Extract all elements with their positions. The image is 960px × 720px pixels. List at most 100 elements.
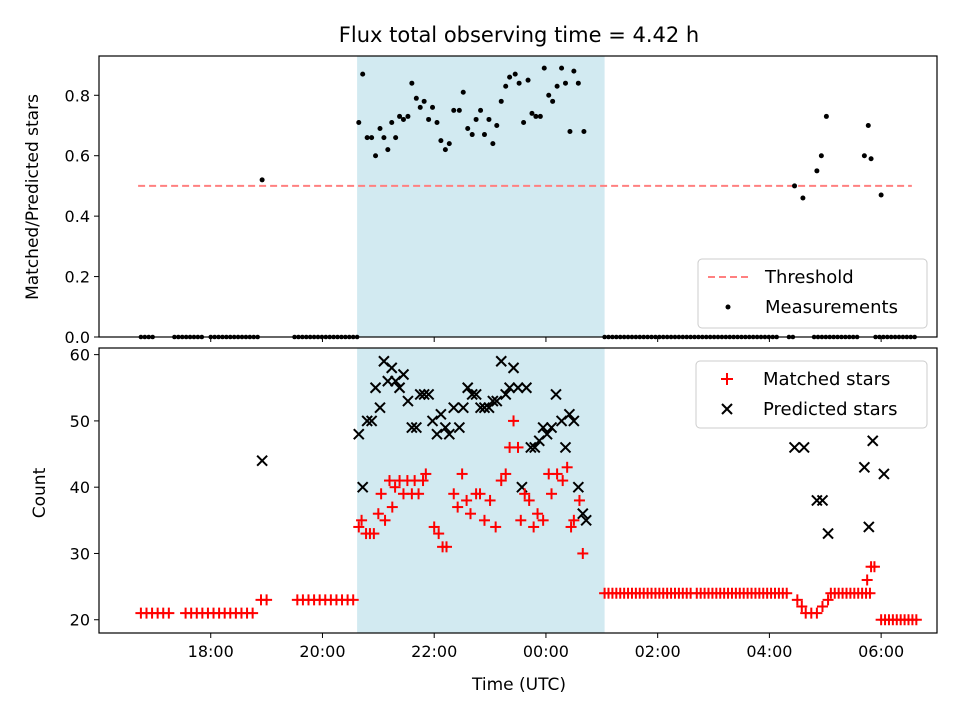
- measurement-point: [814, 168, 820, 174]
- predicted-star-point: [422, 388, 435, 401]
- matched-star-point: [561, 461, 573, 473]
- matched-star-point: [448, 488, 460, 500]
- matched-star-point: [478, 514, 490, 526]
- count-y-tick-label: 50: [70, 412, 90, 431]
- matched-star-point: [452, 501, 464, 513]
- measurement-point: [792, 183, 798, 189]
- matched-star-point: [433, 528, 445, 540]
- legend-matched-label: Matched stars: [763, 369, 890, 390]
- measurement-point: [389, 119, 395, 125]
- predicted-star-point: [512, 382, 524, 394]
- predicted-star-point: [356, 481, 369, 493]
- matched-star-point: [791, 594, 803, 606]
- measurement-point: [861, 153, 867, 159]
- matched-star-point: [861, 574, 873, 586]
- predicted-star-point: [525, 441, 537, 454]
- matched-star-point: [495, 475, 507, 487]
- matched-star-point: [456, 468, 468, 480]
- predicted-star-point: [374, 401, 386, 414]
- matched-star-point: [519, 488, 531, 500]
- x-tick-label: 00:00: [523, 642, 569, 661]
- matched-star-point: [417, 475, 429, 487]
- predicted-star-point: [572, 481, 585, 493]
- predicted-star-point: [418, 388, 430, 401]
- matched-star-point: [474, 488, 486, 500]
- matched-star-point: [551, 468, 563, 480]
- predicted-star-point: [478, 401, 491, 414]
- matched-star-point: [515, 514, 527, 526]
- measurement-point: [521, 119, 527, 125]
- predicted-star-point: [462, 382, 474, 394]
- measurement-point: [567, 129, 573, 135]
- predicted-star-point: [448, 401, 460, 414]
- predicted-star-point: [410, 421, 423, 434]
- matched-star-point: [868, 561, 880, 573]
- x-tick-label: 06:00: [858, 642, 904, 661]
- measurement-point: [581, 129, 587, 135]
- matched-star-point: [822, 594, 834, 606]
- matched-star-point: [532, 508, 544, 520]
- ratio-x-ticks: [210, 337, 882, 342]
- legend-predicted-label: Predicted stars: [763, 399, 897, 420]
- x-axis-label: Time (UTC): [471, 675, 566, 695]
- x-tick-label: 22:00: [411, 642, 457, 661]
- matched-star-point: [440, 541, 452, 553]
- measurement-point: [878, 192, 884, 198]
- predicted-star-point: [406, 421, 418, 434]
- matched-star-point: [379, 514, 391, 526]
- count-y-ticks: 20 30 40 50 60: [70, 346, 99, 630]
- predicted-star-point: [816, 494, 829, 507]
- count-y-tick-label: 20: [70, 611, 90, 630]
- matched-star-point: [368, 528, 380, 540]
- predicted-star-point: [491, 395, 503, 407]
- predicted-star-point: [426, 415, 439, 427]
- matched-star-point: [557, 475, 569, 487]
- matched-star-point: [163, 607, 175, 619]
- predicted-star-point: [858, 461, 871, 474]
- predicted-star-point: [867, 435, 879, 447]
- measurement-point: [430, 104, 436, 110]
- predicted-star-point: [453, 421, 466, 434]
- ratio-panel: 0.00.20.40.60.8 Matched/Predicted stars …: [23, 55, 938, 347]
- predicted-star-point: [414, 388, 426, 401]
- legend-predicted-swatch: [721, 403, 733, 415]
- matched-star-point: [796, 600, 808, 612]
- matched-star-point: [420, 468, 432, 480]
- ratio-y-tick-label: 0.8: [65, 86, 90, 105]
- measurement-point: [369, 135, 375, 141]
- ratio-y-tick-label: 0.2: [65, 268, 90, 287]
- matched-star-point: [347, 594, 359, 606]
- measurement-point: [516, 80, 522, 86]
- predicted-star-point: [788, 441, 801, 454]
- ratio-legend-box: [697, 258, 928, 329]
- matched-star-point: [490, 521, 502, 533]
- measurement-point: [494, 122, 500, 128]
- x-tick-label: 02:00: [635, 642, 681, 661]
- predicted-star-point: [495, 355, 507, 367]
- measurement-point: [537, 113, 543, 119]
- measurement-point: [460, 89, 466, 95]
- measurement-point: [442, 147, 448, 153]
- measurement-point: [481, 132, 487, 138]
- measurement-point: [865, 122, 871, 128]
- matched-star-point: [508, 415, 520, 427]
- count-legend: Matched stars Predicted stars: [695, 360, 928, 429]
- predicted-star-point: [541, 428, 553, 440]
- matched-star-point: [353, 521, 365, 533]
- measurement-point: [486, 116, 492, 122]
- matched-star-point: [577, 547, 589, 559]
- matched-star-point: [573, 494, 585, 506]
- predicted-stars-points: [256, 355, 890, 540]
- count-y-label: Count: [30, 467, 50, 518]
- predicted-star-point: [822, 527, 834, 540]
- measurement-point: [490, 141, 496, 147]
- measurement-point: [426, 116, 432, 122]
- matched-star-point: [910, 614, 922, 626]
- predicted-star-point: [520, 382, 533, 394]
- matched-star-point: [356, 514, 368, 526]
- predicted-star-point: [863, 521, 875, 533]
- predicted-star-point: [500, 388, 512, 401]
- predicted-star-point: [386, 362, 398, 374]
- count-y-tick-label: 60: [70, 346, 90, 365]
